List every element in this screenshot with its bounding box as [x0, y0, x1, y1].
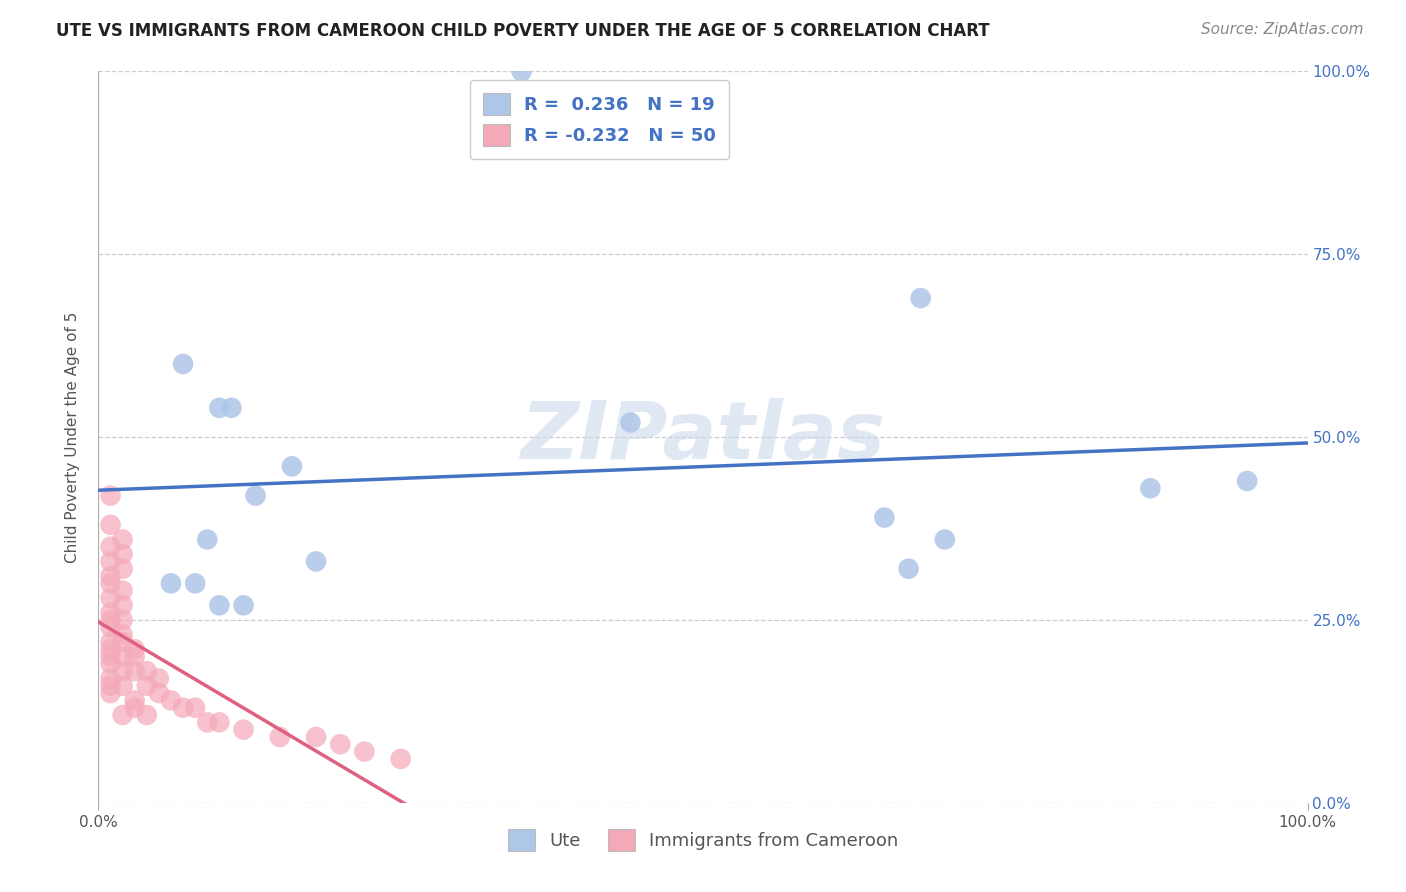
- Point: [135, 664, 157, 678]
- Point: [172, 357, 194, 371]
- Point: [184, 576, 207, 591]
- Point: [100, 657, 122, 671]
- Point: [160, 576, 183, 591]
- Point: [124, 664, 146, 678]
- Point: [100, 635, 122, 649]
- Point: [111, 562, 134, 576]
- Point: [148, 672, 170, 686]
- Point: [148, 686, 170, 700]
- Point: [281, 459, 304, 474]
- Point: [111, 547, 134, 561]
- Legend: Ute, Immigrants from Cameroon: Ute, Immigrants from Cameroon: [499, 820, 907, 860]
- Point: [897, 562, 920, 576]
- Point: [184, 700, 207, 714]
- Point: [100, 517, 122, 532]
- Point: [100, 576, 122, 591]
- Point: [934, 533, 956, 547]
- Point: [100, 613, 122, 627]
- Point: [100, 606, 122, 620]
- Point: [100, 620, 122, 634]
- Point: [135, 679, 157, 693]
- Point: [245, 489, 267, 503]
- Text: UTE VS IMMIGRANTS FROM CAMEROON CHILD POVERTY UNDER THE AGE OF 5 CORRELATION CHA: UTE VS IMMIGRANTS FROM CAMEROON CHILD PO…: [56, 22, 990, 40]
- Text: Source: ZipAtlas.com: Source: ZipAtlas.com: [1201, 22, 1364, 37]
- Point: [510, 64, 533, 78]
- Point: [329, 737, 352, 751]
- Point: [111, 583, 134, 598]
- Point: [124, 642, 146, 657]
- Point: [100, 591, 122, 605]
- Point: [910, 291, 932, 305]
- Point: [111, 533, 134, 547]
- Point: [208, 599, 231, 613]
- Point: [100, 649, 122, 664]
- Point: [100, 672, 122, 686]
- Point: [873, 510, 896, 524]
- Point: [160, 693, 183, 707]
- Point: [100, 569, 122, 583]
- Point: [1139, 481, 1161, 495]
- Point: [305, 554, 328, 568]
- Point: [269, 730, 291, 744]
- Point: [111, 635, 134, 649]
- Point: [221, 401, 243, 415]
- Point: [111, 649, 134, 664]
- Point: [100, 642, 122, 657]
- Point: [305, 730, 328, 744]
- Point: [124, 649, 146, 664]
- Text: ZIPatlas: ZIPatlas: [520, 398, 886, 476]
- Point: [135, 708, 157, 723]
- Point: [111, 664, 134, 678]
- Point: [353, 745, 375, 759]
- Point: [1236, 474, 1258, 488]
- Point: [619, 416, 641, 430]
- Point: [111, 613, 134, 627]
- Point: [389, 752, 412, 766]
- Point: [124, 693, 146, 707]
- Point: [100, 686, 122, 700]
- Point: [100, 554, 122, 568]
- Point: [208, 715, 231, 730]
- Point: [111, 627, 134, 641]
- Point: [111, 679, 134, 693]
- Point: [232, 723, 254, 737]
- Point: [111, 599, 134, 613]
- Point: [232, 599, 254, 613]
- Point: [208, 401, 231, 415]
- Point: [195, 715, 218, 730]
- Point: [124, 700, 146, 714]
- Y-axis label: Child Poverty Under the Age of 5: Child Poverty Under the Age of 5: [65, 311, 80, 563]
- Point: [100, 679, 122, 693]
- Point: [172, 700, 194, 714]
- Point: [195, 533, 218, 547]
- Point: [100, 489, 122, 503]
- Point: [111, 708, 134, 723]
- Point: [100, 540, 122, 554]
